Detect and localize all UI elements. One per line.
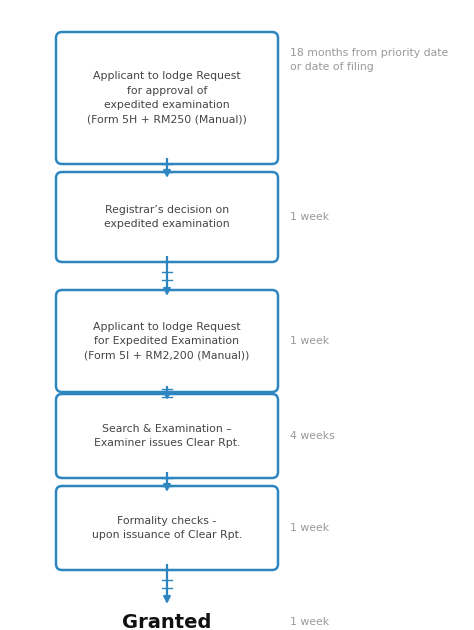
Text: 18 months from priority date
or date of filing: 18 months from priority date or date of … [290, 48, 448, 72]
Text: 4 weeks: 4 weeks [290, 431, 335, 441]
Text: 1 week: 1 week [290, 617, 329, 627]
FancyBboxPatch shape [56, 172, 278, 262]
Text: Registrar’s decision on
expedited examination: Registrar’s decision on expedited examin… [104, 205, 230, 229]
Text: 1 week: 1 week [290, 212, 329, 222]
Text: Search & Examination –
Examiner issues Clear Rpt.: Search & Examination – Examiner issues C… [94, 424, 240, 448]
Text: 1 week: 1 week [290, 336, 329, 346]
FancyBboxPatch shape [56, 32, 278, 164]
Text: Applicant to lodge Request
for approval of
expedited examination
(Form 5H + RM25: Applicant to lodge Request for approval … [87, 71, 247, 125]
Text: Granted: Granted [122, 612, 212, 630]
Text: 1 week: 1 week [290, 523, 329, 533]
FancyBboxPatch shape [56, 486, 278, 570]
FancyBboxPatch shape [56, 290, 278, 392]
Text: Applicant to lodge Request
for Expedited Examination
(Form 5I + RM2,200 (Manual): Applicant to lodge Request for Expedited… [84, 321, 250, 360]
Text: Formality checks -
upon issuance of Clear Rpt.: Formality checks - upon issuance of Clea… [92, 516, 242, 540]
FancyBboxPatch shape [56, 394, 278, 478]
